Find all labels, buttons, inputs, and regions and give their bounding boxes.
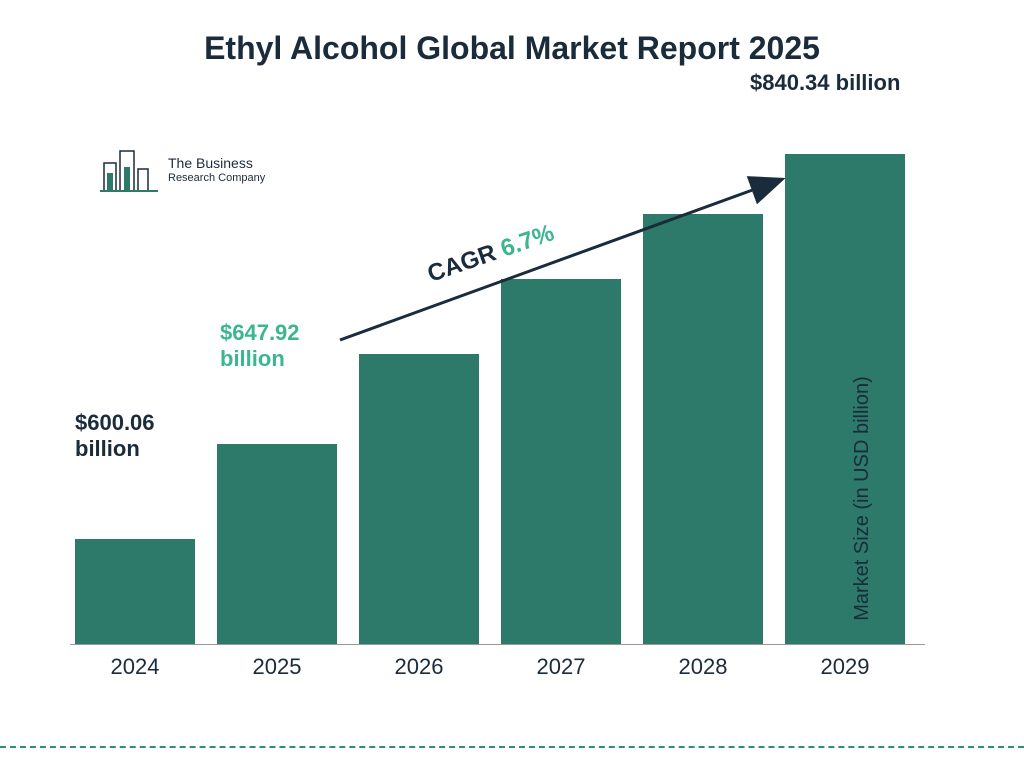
bar-2025 [217, 444, 337, 644]
x-label-2025: 2025 [217, 654, 337, 680]
x-label-2028: 2028 [643, 654, 763, 680]
bar-2026 [359, 354, 479, 644]
footer-dashed-line [0, 746, 1024, 748]
value-label-2024: $600.06billion [75, 410, 155, 463]
value-label-2025: $647.92billion [220, 320, 300, 373]
x-label-2024: 2024 [75, 654, 195, 680]
chart-container: The Business Research Company 2024202520… [70, 100, 950, 690]
growth-arrow [330, 170, 790, 350]
bar-2029 [785, 154, 905, 644]
x-label-2027: 2027 [501, 654, 621, 680]
bar-2024 [75, 539, 195, 644]
y-axis-label: Market Size (in USD billion) [851, 376, 874, 621]
chart-title: Ethyl Alcohol Global Market Report 2025 [0, 0, 1024, 67]
value-label-2029: $840.34 billion [750, 70, 900, 96]
x-label-2026: 2026 [359, 654, 479, 680]
x-label-2029: 2029 [785, 654, 905, 680]
